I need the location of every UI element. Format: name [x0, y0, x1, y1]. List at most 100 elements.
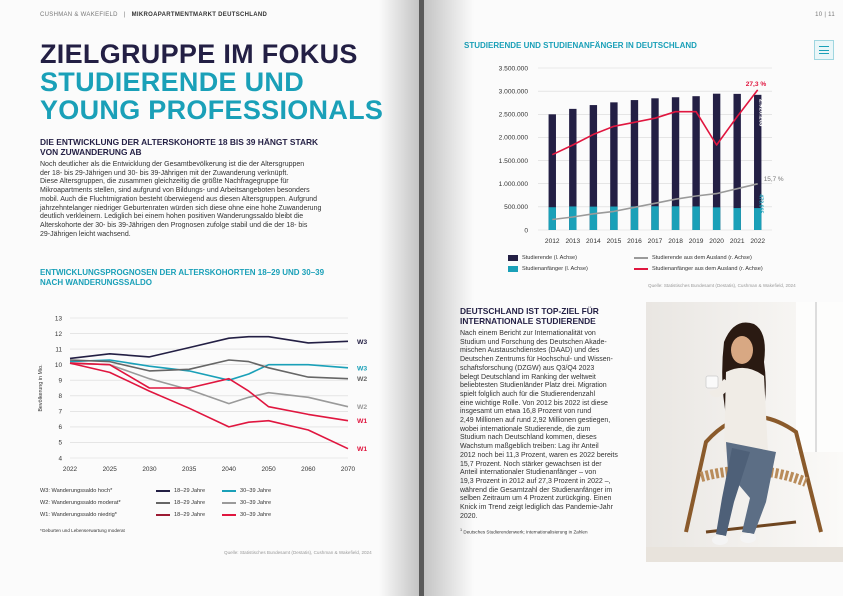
- data-label-ausland: 15,7 %: [764, 176, 784, 183]
- bar-studierende: [589, 105, 598, 230]
- legend-swatch: [156, 502, 170, 504]
- y-tick-label: 12: [55, 331, 63, 338]
- left-tick-label: 2.500.000: [499, 112, 529, 119]
- bar-studierende: [671, 97, 680, 231]
- right-page: 10 | 11 STUDIERENDE UND STUDIENANFÄNGER …: [424, 0, 843, 596]
- x-tick-label: 2016: [627, 238, 642, 245]
- series-end-label: W2: [357, 376, 367, 383]
- x-tick-label: 2050: [261, 466, 276, 473]
- legend-swatch: [634, 256, 648, 259]
- chart-left-source: Quelle: Statistisches Bundesamt (Destati…: [224, 550, 372, 555]
- x-tick-label: 2060: [301, 466, 316, 473]
- page-fold-shadow: [424, 0, 474, 596]
- students-chart: 0 500.000 1.000.000 1.500.000 2.000.000 2.500…: [499, 65, 784, 245]
- intro-line: 29-Jährigen leicht wachsend.: [40, 230, 131, 238]
- chart-left-footnote: *Geburten und Lebenserwartung moderat: [40, 528, 125, 533]
- legend-b: 30–39 Jahre: [240, 500, 272, 506]
- article-title-line-1: DEUTSCHLAND IST TOP-ZIEL FÜR: [460, 306, 599, 316]
- y-axis-label: Bevölkerung in Mio.: [38, 364, 44, 411]
- bar-studierende: [692, 96, 700, 230]
- article-line: Nach einem Bericht zur Internationalität…: [460, 330, 596, 337]
- x-tick-label: 2015: [607, 238, 622, 245]
- running-header: CUSHMAN & WAKEFIELD | MIKROAPARTMENTMARK…: [40, 12, 268, 18]
- bar-studienanfaenger: [692, 206, 700, 230]
- chart-left-legend: W3: Wanderungssaldo hoch* 18–29 Jahre 30…: [40, 485, 380, 533]
- menu-icon: [819, 46, 829, 48]
- legend-swatch: [508, 254, 518, 261]
- article-line: mischen Austauschdienstes (DAAD) und des: [460, 347, 600, 355]
- legend-a: 18–29 Jahre: [174, 500, 206, 506]
- intro-subtitle-line-2: VON ZUWANDERUNG AB: [40, 147, 142, 157]
- y-tick-label: 4: [58, 455, 62, 462]
- article-line: beliebtesten Studienländer Platz drei. M…: [460, 382, 607, 390]
- data-label-studierende: 2.920.263: [758, 99, 765, 127]
- bar-studienanfaenger: [733, 208, 741, 230]
- legend-row: Studierende (l. Achse) Studierende aus d…: [508, 252, 798, 263]
- legend-row-w2: W2: Wanderungssaldo moderat* 18–29 Jahre…: [40, 497, 380, 509]
- x-tick-label: 2022: [63, 466, 78, 473]
- bar-studienanfaenger: [651, 206, 659, 230]
- y-tick-label: 13: [55, 315, 63, 322]
- intro-line: der 18- bis 29-Jährigen und 30- bis 39-J…: [40, 169, 289, 177]
- intro-line: Mikroapartments stellen, sind aufgrund v…: [40, 187, 310, 195]
- article-title-line-2: INTERNATIONALE STUDIERENDE: [460, 316, 596, 326]
- series-end-label: W2: [357, 404, 367, 411]
- series-end-label: W3: [357, 365, 367, 372]
- bar-studierende: [651, 98, 659, 230]
- article-line: während die Gesamtzahl der Studienanfäng…: [460, 486, 613, 494]
- article-line: 2,49 Millionen auf rund 2,92 Millionen g…: [460, 417, 611, 425]
- series-line: [69, 359, 349, 380]
- y-tick-label: 9: [58, 378, 62, 385]
- y-tick-label: 10: [55, 362, 63, 369]
- article-line: Deutschen Zentrums für Hochschul- und Wi…: [460, 356, 613, 364]
- x-tick-label: 2021: [730, 238, 745, 245]
- menu-button[interactable]: [814, 40, 834, 60]
- left-tick-label: 1.000.000: [499, 181, 529, 188]
- article-line: 19,3 Prozent in 2012 auf 27,3 Prozent in…: [460, 477, 611, 485]
- x-tick-label: 2030: [142, 466, 157, 473]
- article-line: Anteil internationaler Studienanfänger –…: [460, 469, 597, 477]
- intro-subtitle: DIE ENTWICKLUNG DER ALTERSKOHORTE 18 BIS…: [40, 137, 410, 157]
- series-line: [69, 335, 349, 360]
- series-line: [69, 359, 349, 381]
- y-tick-label: 6: [58, 424, 62, 431]
- legend-swatch: [634, 267, 648, 270]
- bar-studienanfaenger: [610, 206, 618, 230]
- intro-text: Noch deutlicher als die Entwicklung der …: [40, 161, 410, 239]
- series-line: [551, 89, 759, 156]
- y-tick-label: 7: [58, 409, 62, 416]
- left-page: CUSHMAN & WAKEFIELD | MIKROAPARTMENTMARK…: [0, 0, 419, 596]
- bar-studienanfaenger: [589, 206, 598, 230]
- x-tick-label: 2070: [341, 466, 356, 473]
- article-line: Knick im Trend zeigt lediglich das Pande…: [460, 504, 613, 512]
- page-fold-shadow: [379, 0, 419, 596]
- brand-name: CUSHMAN & WAKEFIELD: [40, 12, 118, 18]
- bar-studierende: [630, 100, 639, 230]
- left-tick-label: 3.500.000: [499, 65, 529, 72]
- intro-line: deutlich verkleinern. Lediglich bei eine…: [40, 213, 304, 221]
- menu-icon-bar: [819, 49, 829, 51]
- article-line: insgesamt um etwa 16,8 Prozent von rund: [460, 408, 592, 416]
- intro-line: Noch deutlicher als die Entwicklung der …: [40, 161, 305, 168]
- bar-studienanfaenger: [548, 207, 556, 230]
- series-line: [69, 362, 349, 422]
- x-tick-label: 2022: [750, 238, 765, 245]
- chart-left-title: ENTWICKLUNGSPROGNOSEN DER ALTERSKOHORTEN…: [40, 268, 410, 288]
- chart-right-source: Quelle: Statistisches Bundesamt (Destati…: [648, 283, 796, 288]
- population-forecast-chart: 4 5 6 7 8 9 10 11 12 13 2022 2025 2030 2035 2040 2050 20…: [38, 315, 367, 473]
- series-line: [552, 183, 758, 221]
- footnote-marker: 1: [460, 528, 462, 532]
- article-line: Studium nach Deutschland kommen, dieses: [460, 434, 597, 442]
- bar-studienanfaenger: [569, 206, 577, 230]
- bar-studierende: [610, 102, 618, 230]
- intro-line: jahrzehntelanger niedriger Geburtenraten…: [40, 204, 322, 212]
- bar-studierende: [754, 94, 762, 230]
- article-line: 2012 noch bei 11,3 Prozent, waren es 202…: [460, 451, 618, 459]
- article-line: selben Zeitraum um 4 Prozent zurückging.…: [460, 495, 612, 503]
- series-end-label: W3: [357, 339, 367, 346]
- left-tick-label: 0: [524, 227, 528, 234]
- data-label-anfaenger: 473.665: [758, 194, 764, 214]
- article-line: spielt folglich auch für die Studierende…: [460, 390, 596, 398]
- article-text: Nach einem Bericht zur Internationalität…: [460, 330, 650, 521]
- intro-line: mobil. Auch die Fluchtmigration besteht …: [40, 195, 318, 203]
